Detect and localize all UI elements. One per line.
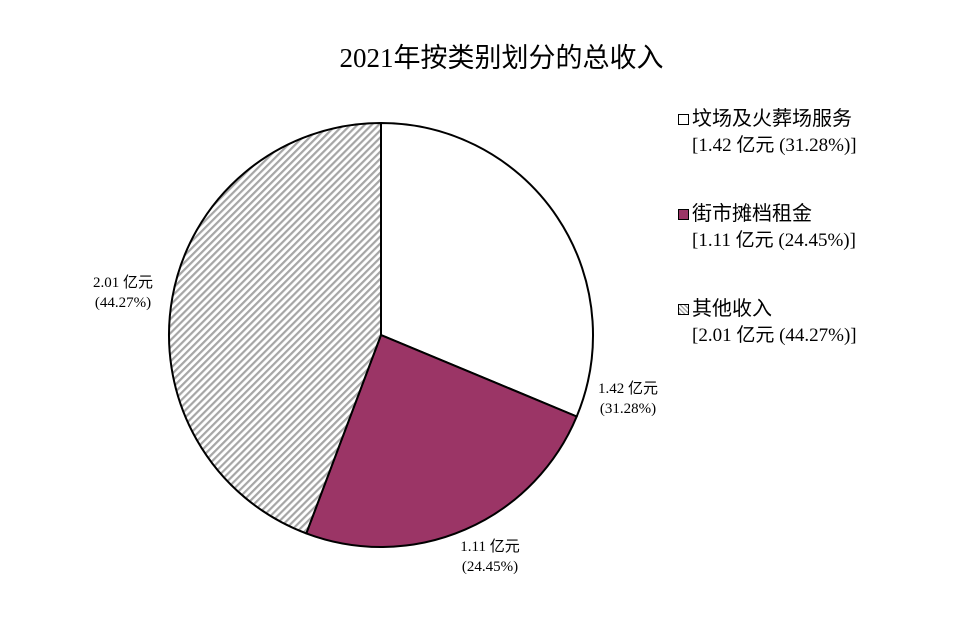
legend-label: 其他收入 xyxy=(692,298,772,320)
chart-title: 2021年按类别划分的总收入 xyxy=(339,43,664,73)
data-label-market-stall: 1.11 亿元 (24.45%) xyxy=(440,537,540,577)
pie-slice-cemetery xyxy=(380,122,594,418)
data-label-value: 1.11 亿元 xyxy=(460,539,520,555)
data-label-percent: (44.27%) xyxy=(94,295,152,311)
pie-slice-other xyxy=(168,122,382,535)
data-label-percent: (31.28%) xyxy=(599,401,657,417)
data-label-other: 2.01 亿元 (44.27%) xyxy=(73,273,173,313)
legend-value: [1.11 亿元 (24.45%)] xyxy=(692,230,856,251)
data-label-cemetery: 1.42 亿元 (31.28%) xyxy=(578,379,678,419)
legend-value: [2.01 亿元 (44.27%)] xyxy=(692,325,857,346)
legend-swatch-icon xyxy=(678,209,689,220)
data-label-value: 2.01 亿元 xyxy=(92,275,153,291)
legend-swatch-icon xyxy=(678,304,689,315)
legend-label: 坟场及火葬场服务 xyxy=(692,108,852,130)
legend-swatch-icon xyxy=(678,114,689,125)
data-label-percent: (24.45%) xyxy=(461,559,519,575)
pie-slice-market-stall xyxy=(305,334,578,548)
data-label-value: 1.42 亿元 xyxy=(597,381,658,397)
legend-value: [1.42 亿元 (31.28%)] xyxy=(692,135,857,156)
legend-label: 街市摊档租金 xyxy=(692,203,812,225)
